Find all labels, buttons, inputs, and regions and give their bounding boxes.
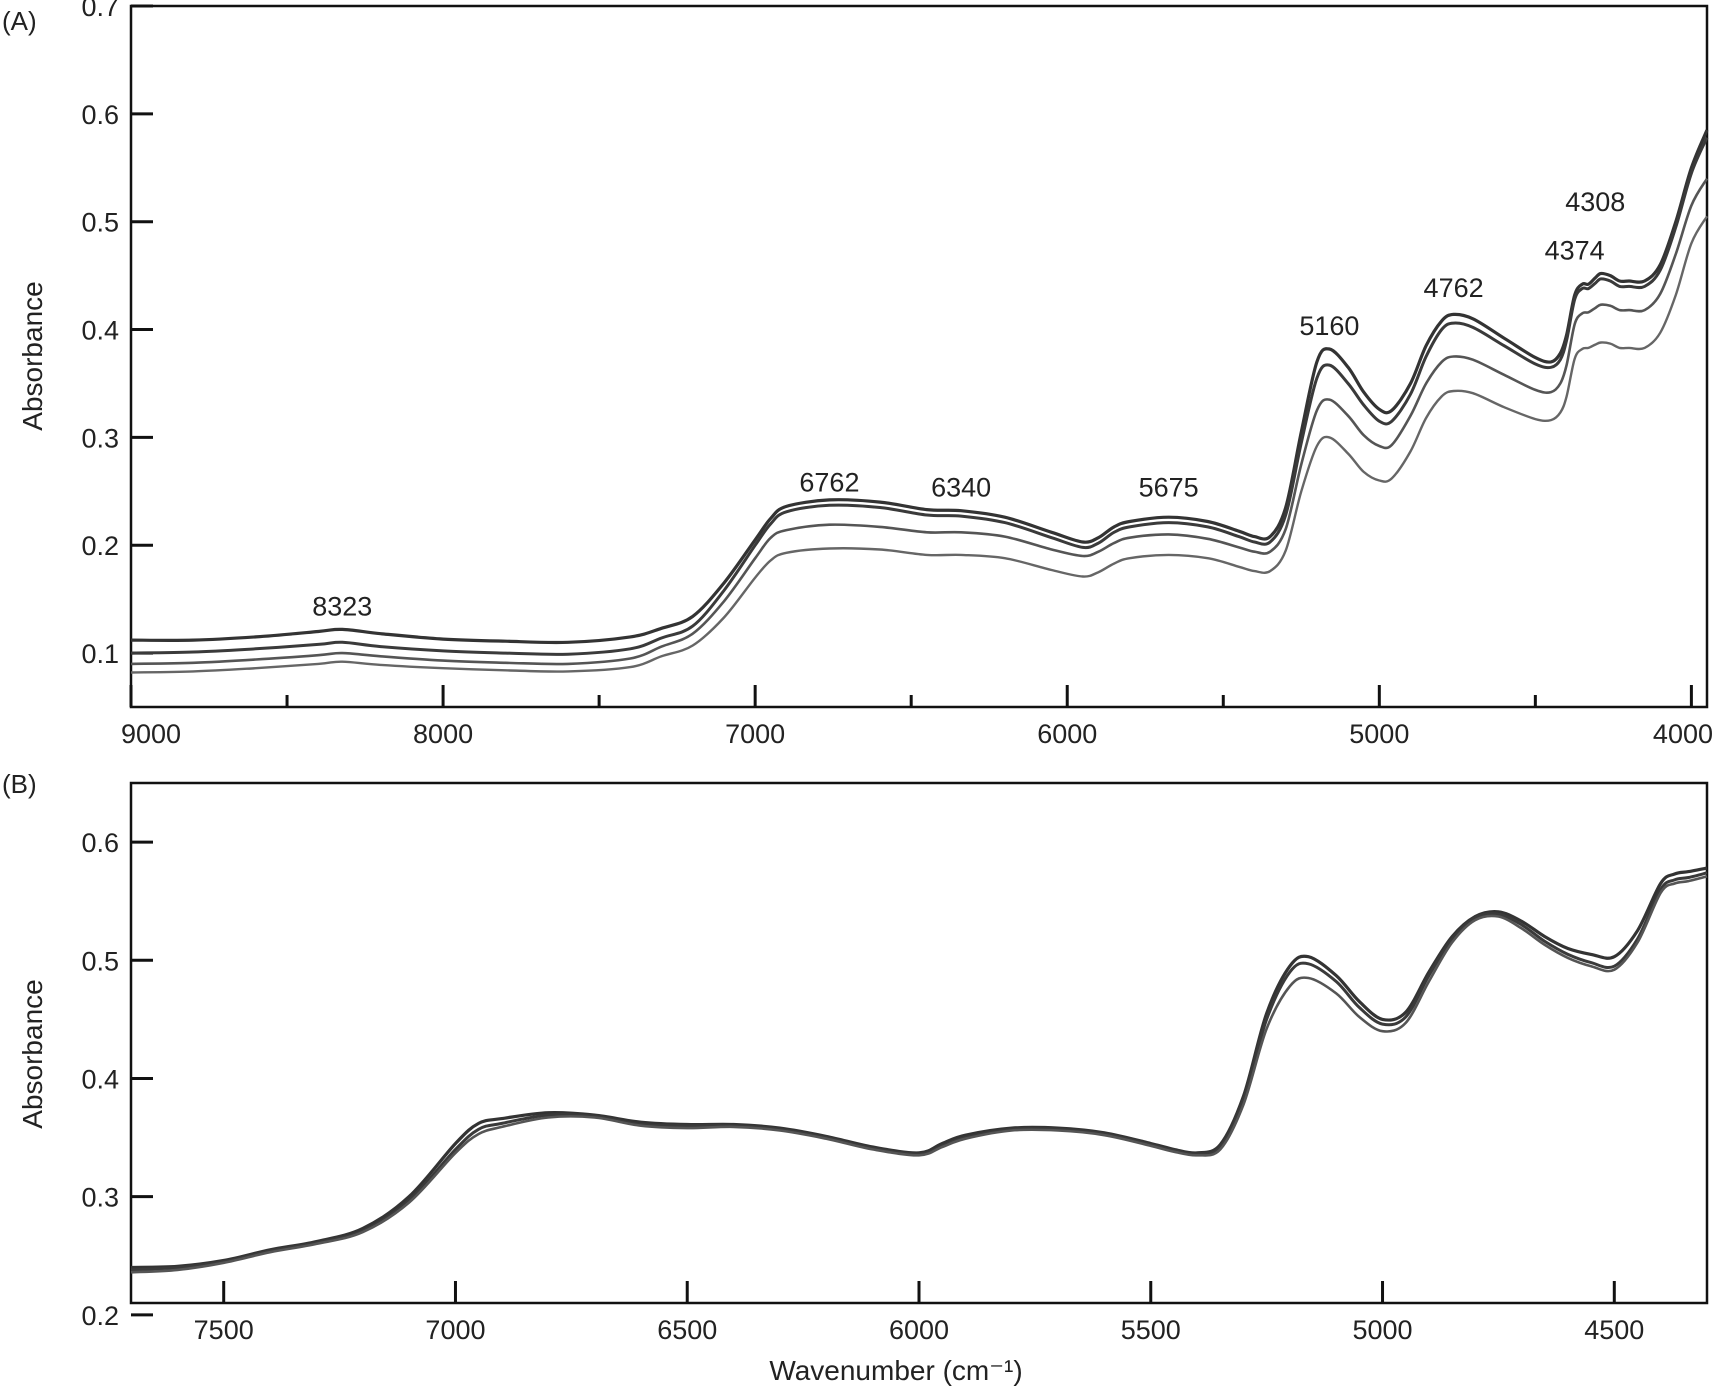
panel-b-xtick-label: 4500	[1584, 1315, 1644, 1345]
panel-b-series-line-2	[130, 871, 1708, 1272]
panel-b-xtick-label: 7000	[425, 1315, 485, 1345]
panel-b-xtick-label: 5000	[1352, 1315, 1412, 1345]
panel-a-series-line-2	[130, 136, 1709, 656]
panel-a-ytick-label: 0.3	[81, 423, 119, 453]
panel-a-ytick-label: 0.6	[81, 100, 119, 130]
panel-a-peak-label: 6340	[931, 473, 991, 503]
panel-a-peak-label: 4308	[1565, 187, 1625, 217]
panel-b-xtick-label: 5500	[1121, 1315, 1181, 1345]
panel-b-ytick-label: 0.2	[81, 1301, 119, 1331]
panel-a-peak-label: 4762	[1424, 273, 1484, 303]
panel-a-xtick-label: 8000	[413, 719, 473, 749]
panel-b-ytick-label: 0.5	[81, 946, 119, 976]
panel-b-series-line-3	[130, 875, 1708, 1274]
panel-a-series-line-4	[130, 215, 1709, 674]
panel-b-ytick-label: 0.6	[81, 828, 119, 858]
panel-b-xtick-label: 6500	[657, 1315, 717, 1345]
panel-b-xtick-label: 6000	[889, 1315, 949, 1345]
panel-a-ytick-label: 0.7	[81, 0, 119, 22]
panel-a-peak-label: 6762	[799, 467, 859, 497]
panel-a-xtick-label: 7000	[725, 719, 785, 749]
panel-a-xtick-label: 6000	[1037, 719, 1097, 749]
panel-a-label: (A)	[2, 6, 37, 36]
panel-a-ylabel: Absorbance	[17, 281, 48, 430]
panel-a-series-line-3	[130, 177, 1709, 666]
panel-a-ytick-label: 0.5	[81, 208, 119, 238]
panel-a-peak-label: 5675	[1139, 473, 1199, 503]
panel-a-frame	[129, 4, 1709, 709]
panel-a-peak-label: 4374	[1545, 235, 1605, 265]
panel-b-ytick-label: 0.4	[81, 1064, 119, 1094]
panel-a-xtick-label: 9000	[121, 719, 181, 749]
panel-a-series-line-1	[130, 129, 1709, 645]
panel-b-series-line-1	[130, 866, 1708, 1270]
panel-a-ytick-label: 0.2	[81, 531, 119, 561]
panel-a-ytick-label: 0.1	[81, 639, 119, 669]
panel-b-ylabel: Absorbance	[17, 979, 48, 1128]
panel-a-ytick-label: 0.4	[81, 316, 119, 346]
panel-b-label: (B)	[2, 769, 37, 799]
panel-b-xlabel: Wavenumber (cm⁻¹)	[769, 1355, 1022, 1386]
panel-a-peak-label: 8323	[312, 591, 372, 621]
panel-b-ytick-label: 0.3	[81, 1183, 119, 1213]
panel-b-xtick-label: 7500	[194, 1315, 254, 1345]
panel-a-xtick-label: 5000	[1349, 719, 1409, 749]
panel-a-xtick-label: 4000	[1653, 719, 1713, 749]
panel-a-peak-label: 5160	[1299, 311, 1359, 341]
